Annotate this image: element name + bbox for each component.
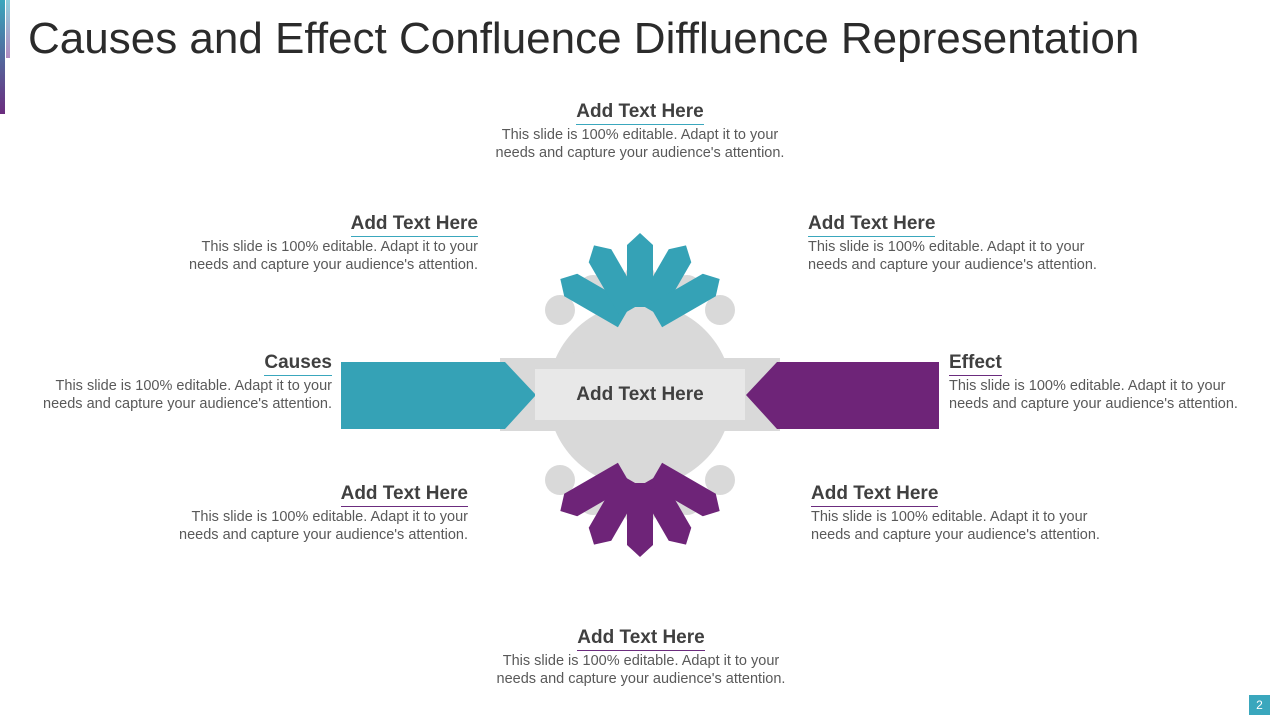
- block-description: This slide is 100% editable. Adapt it to…: [949, 377, 1269, 413]
- block-heading: Add Text Here: [811, 483, 939, 507]
- description-line: This slide is 100% editable. Adapt it to…: [502, 653, 780, 669]
- accent-bar: [0, 0, 5, 114]
- block-heading: Add Text Here: [350, 213, 478, 237]
- text-block-top: Add Text Here This slide is 100% editabl…: [480, 101, 800, 162]
- description-line: needs and capture your audience's attent…: [495, 145, 785, 161]
- text-block-lower-right: Add Text Here This slide is 100% editabl…: [811, 483, 1131, 544]
- accent-bar-light: [6, 0, 10, 58]
- text-block-lower-left: Add Text Here This slide is 100% editabl…: [148, 483, 468, 544]
- description-line: This slide is 100% editable. Adapt it to…: [55, 378, 332, 394]
- page-number-badge: 2: [1249, 695, 1270, 715]
- causes-heading: Causes: [264, 352, 332, 376]
- description-line: needs and capture your audience's attent…: [179, 527, 468, 543]
- block-description: This slide is 100% editable. Adapt it to…: [811, 508, 1131, 544]
- description-line: This slide is 100% editable. Adapt it to…: [949, 378, 1226, 394]
- block-heading: Add Text Here: [577, 627, 705, 651]
- description-line: This slide is 100% editable. Adapt it to…: [811, 509, 1088, 525]
- text-block-causes: Causes This slide is 100% editable. Adap…: [12, 352, 332, 413]
- description-line: This slide is 100% editable. Adapt it to…: [191, 509, 468, 525]
- block-description: This slide is 100% editable. Adapt it to…: [12, 377, 332, 413]
- slide-title: Causes and Effect Confluence Diffluence …: [28, 14, 1140, 63]
- block-description: This slide is 100% editable. Adapt it to…: [158, 238, 478, 274]
- description-line: needs and capture your audience's attent…: [496, 671, 786, 687]
- effect-arrow: [746, 362, 939, 429]
- description-line: needs and capture your audience's attent…: [43, 396, 332, 412]
- description-line: needs and capture your audience's attent…: [811, 527, 1100, 543]
- block-description: This slide is 100% editable. Adapt it to…: [480, 126, 800, 162]
- effect-heading: Effect: [949, 352, 1002, 376]
- block-heading: Add Text Here: [808, 213, 936, 237]
- description-line: needs and capture your audience's attent…: [949, 396, 1238, 412]
- text-block-effect: Effect This slide is 100% editable. Adap…: [949, 352, 1269, 413]
- block-description: This slide is 100% editable. Adapt it to…: [148, 508, 468, 544]
- description-line: This slide is 100% editable. Adapt it to…: [808, 239, 1085, 255]
- block-description: This slide is 100% editable. Adapt it to…: [481, 652, 801, 688]
- page-number: 2: [1256, 698, 1263, 712]
- description-line: This slide is 100% editable. Adapt it to…: [501, 127, 779, 143]
- text-block-upper-left: Add Text Here This slide is 100% editabl…: [158, 213, 478, 274]
- block-heading: Add Text Here: [576, 101, 704, 125]
- block-description: This slide is 100% editable. Adapt it to…: [808, 238, 1128, 274]
- description-line: This slide is 100% editable. Adapt it to…: [201, 239, 478, 255]
- description-line: needs and capture your audience's attent…: [808, 257, 1097, 273]
- causes-arrow: [341, 362, 536, 429]
- center-label: Add Text Here: [576, 383, 704, 405]
- center-label-box: Add Text Here: [535, 369, 745, 420]
- description-line: needs and capture your audience's attent…: [189, 257, 478, 273]
- text-block-upper-right: Add Text Here This slide is 100% editabl…: [808, 213, 1128, 274]
- text-block-bottom: Add Text Here This slide is 100% editabl…: [481, 627, 801, 688]
- block-heading: Add Text Here: [340, 483, 468, 507]
